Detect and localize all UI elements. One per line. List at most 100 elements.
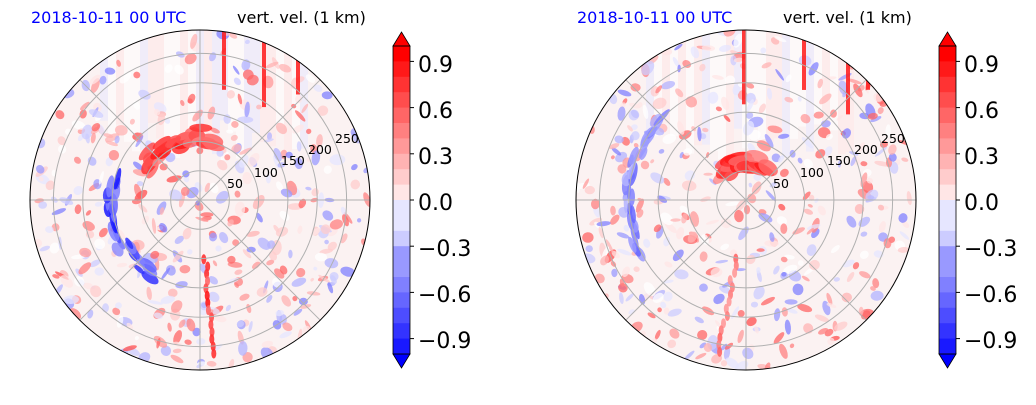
field-cell xyxy=(135,135,144,148)
edge-streak xyxy=(296,30,300,95)
field-cell xyxy=(792,283,804,296)
field-cell xyxy=(677,121,685,135)
field-cell xyxy=(160,295,175,304)
field-cell xyxy=(133,161,144,171)
field-cell xyxy=(702,127,709,133)
field-cell xyxy=(743,205,751,215)
colorbar-swatch xyxy=(393,292,410,309)
field-stripe xyxy=(702,30,710,145)
field-cell xyxy=(213,315,227,323)
streak-cell xyxy=(209,326,215,337)
field-cell xyxy=(643,282,656,297)
colorbar-swatch xyxy=(393,61,410,78)
field-cell xyxy=(715,259,729,264)
field-cell xyxy=(715,106,722,112)
field-cell xyxy=(633,266,640,273)
field-cell xyxy=(737,310,745,317)
field-stripe xyxy=(212,30,220,155)
field-cell xyxy=(899,231,910,240)
field-cell xyxy=(628,109,640,121)
field-cell xyxy=(837,160,842,168)
field-cell xyxy=(305,186,312,191)
field-cell xyxy=(758,103,766,114)
field-cell xyxy=(184,339,192,345)
field-cell xyxy=(79,247,92,258)
field-stripe xyxy=(132,30,140,152)
field-cell xyxy=(59,197,74,205)
field-cell xyxy=(209,182,219,194)
field-cell xyxy=(667,339,677,349)
grid-spoke xyxy=(199,199,321,321)
field-cell xyxy=(694,316,704,324)
field-stripe xyxy=(718,30,726,160)
field-cell xyxy=(298,297,308,306)
plot-boundary xyxy=(29,29,371,371)
field-cell xyxy=(296,141,302,152)
field-cell xyxy=(610,214,620,225)
field-stripe xyxy=(750,30,758,127)
field-cell xyxy=(605,239,614,253)
field-cell xyxy=(601,246,610,259)
polar-plot: 50 100 150 200 250 0.9 0.6 0.3 0.0 −0.3 … xyxy=(29,29,471,371)
field-cell xyxy=(785,74,792,83)
field-cell xyxy=(60,275,73,288)
field-cell xyxy=(725,201,740,207)
field-cell xyxy=(151,217,157,234)
field-cell xyxy=(742,347,754,360)
field-cell xyxy=(836,115,843,121)
field-cell xyxy=(640,160,650,170)
field-cell xyxy=(209,232,218,242)
field-cell xyxy=(180,100,185,106)
field-stripe xyxy=(156,30,164,139)
field-cell xyxy=(801,275,810,282)
field-cell xyxy=(746,99,754,112)
field-cell xyxy=(652,292,664,304)
field-cell xyxy=(192,327,201,337)
field-cell xyxy=(764,134,774,148)
field-cell xyxy=(732,84,741,96)
downdraft-cell xyxy=(628,146,639,165)
field-cell xyxy=(91,123,101,132)
field-cell xyxy=(246,74,259,86)
field-stripe xyxy=(694,30,702,146)
field-cell xyxy=(271,167,277,175)
field-stripe xyxy=(180,30,188,147)
field-cell xyxy=(216,149,224,157)
edge-streak xyxy=(222,30,226,90)
field-cell xyxy=(773,265,780,275)
field-cell xyxy=(154,108,161,116)
field-cell xyxy=(674,269,689,280)
field-cell xyxy=(314,252,328,262)
field-cell xyxy=(657,195,668,203)
field-cell xyxy=(317,105,329,116)
polar-plot: 50 100 150 200 250 0.9 0.6 0.3 0.0 −0.3 … xyxy=(575,29,1017,371)
field-cell xyxy=(226,129,234,134)
field-cell xyxy=(327,282,334,294)
field-stripe xyxy=(276,30,284,127)
field-cell xyxy=(826,302,837,309)
field-cell xyxy=(854,204,865,214)
field-cell xyxy=(800,114,811,124)
field-cell xyxy=(753,286,765,300)
field-cell xyxy=(803,323,814,334)
field-cell xyxy=(279,331,292,339)
field-cell xyxy=(633,142,639,148)
grid-spoke xyxy=(79,199,201,321)
field-cell xyxy=(679,205,691,217)
field-cell xyxy=(85,210,92,216)
field-cell xyxy=(316,134,323,148)
field-cell xyxy=(138,203,148,213)
colorbar xyxy=(938,31,960,369)
field-cell xyxy=(255,212,263,223)
field-cell xyxy=(658,149,665,154)
grid-spoke xyxy=(625,79,747,201)
field-cell xyxy=(340,233,348,244)
colorbar-tick-label: 0.6 xyxy=(418,99,453,124)
field-cell xyxy=(208,291,220,303)
field-cell xyxy=(867,112,878,120)
field-cell xyxy=(683,350,695,361)
updraft-cell xyxy=(138,142,156,161)
field-cell xyxy=(642,104,649,119)
plot-boundary xyxy=(575,29,917,371)
field-cell xyxy=(803,158,813,169)
